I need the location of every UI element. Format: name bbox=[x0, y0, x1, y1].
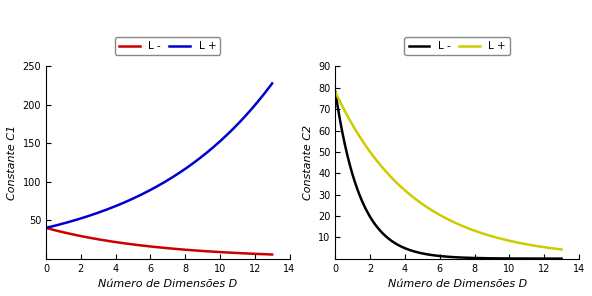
L - bbox=[551, 257, 558, 260]
L - bbox=[442, 255, 449, 258]
L - bbox=[551, 257, 558, 260]
Legend: L -, L +: L -, L + bbox=[404, 37, 510, 55]
Legend: L -, L +: L -, L + bbox=[115, 37, 220, 55]
L - bbox=[220, 250, 227, 254]
L + bbox=[343, 113, 350, 117]
X-axis label: Número de Dimensões D: Número de Dimensões D bbox=[388, 279, 527, 289]
L - bbox=[262, 252, 269, 256]
L + bbox=[442, 216, 449, 220]
Line: L -: L - bbox=[336, 92, 562, 259]
L + bbox=[269, 82, 276, 85]
L + bbox=[551, 247, 558, 250]
L - bbox=[436, 254, 443, 258]
L + bbox=[436, 213, 443, 216]
L + bbox=[510, 240, 517, 243]
L + bbox=[262, 90, 269, 94]
L + bbox=[54, 223, 61, 227]
L - bbox=[43, 226, 50, 230]
L + bbox=[558, 248, 565, 251]
L - bbox=[54, 229, 61, 233]
L + bbox=[262, 90, 269, 94]
L + bbox=[152, 185, 159, 189]
L + bbox=[146, 189, 153, 192]
Line: L +: L + bbox=[46, 83, 272, 228]
L - bbox=[510, 257, 517, 260]
X-axis label: Número de Dimensões D: Número de Dimensões D bbox=[98, 279, 237, 289]
Line: L +: L + bbox=[336, 92, 562, 250]
L - bbox=[152, 245, 159, 249]
Line: L -: L - bbox=[46, 228, 272, 255]
L - bbox=[343, 152, 350, 155]
L + bbox=[220, 136, 227, 139]
L + bbox=[43, 226, 50, 230]
L - bbox=[146, 245, 153, 248]
L - bbox=[558, 257, 565, 260]
Y-axis label: Constante C1: Constante C1 bbox=[7, 125, 17, 200]
L - bbox=[262, 252, 269, 256]
L + bbox=[332, 90, 339, 94]
L + bbox=[551, 247, 558, 250]
L - bbox=[269, 253, 276, 256]
L - bbox=[332, 90, 339, 94]
Y-axis label: Constante C2: Constante C2 bbox=[303, 125, 313, 200]
